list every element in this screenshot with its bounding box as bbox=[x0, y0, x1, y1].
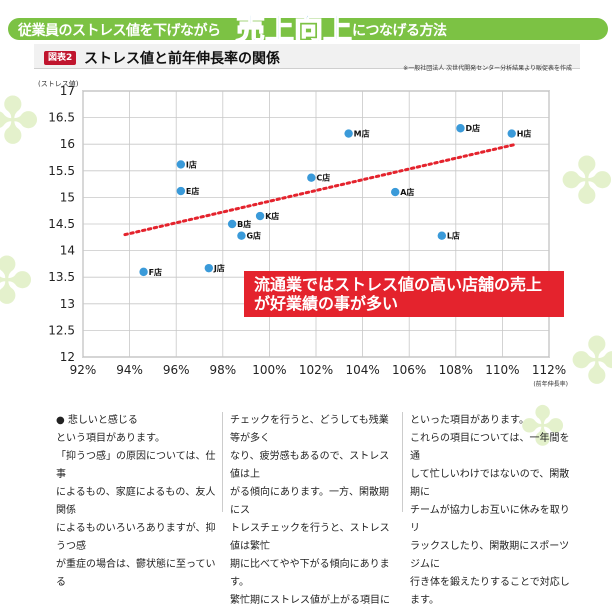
column-divider bbox=[402, 412, 403, 512]
body-text-line: が重症の場合は、鬱状態に至っている bbox=[56, 559, 216, 588]
banner-lead-text: 従業員のストレス値を下げながら bbox=[18, 23, 221, 39]
y-tick-label: 15.5 bbox=[48, 164, 75, 178]
x-tick-label: 110% bbox=[485, 363, 519, 377]
body-text-line: 行き体を鍛えたりすることで対応します。 bbox=[410, 577, 570, 606]
body-text-line: がる傾向にあります。一方、閑散期にス bbox=[230, 487, 389, 516]
body-column-3: といった項目があります。これらの項目については、一年間を通 して忙しいわけではない… bbox=[410, 412, 578, 610]
x-tick-label: 98% bbox=[209, 363, 236, 377]
y-axis-label: (ストレス値) bbox=[38, 79, 79, 88]
callout-box: 流通業ではストレス値の高い店舗の売上 が好業績の事が多い bbox=[244, 271, 564, 317]
figure-title-bar bbox=[34, 44, 580, 69]
data-point bbox=[437, 231, 447, 240]
x-tick-label: 102% bbox=[299, 363, 333, 377]
x-tick-label: 100% bbox=[252, 363, 286, 377]
column-divider bbox=[222, 412, 223, 512]
data-point bbox=[139, 267, 148, 277]
callout-line-2: が好業績の事が多い bbox=[254, 294, 399, 313]
body-text-line: これらの項目については、一年間を通 bbox=[410, 433, 570, 462]
y-tick-label: 12 bbox=[60, 350, 75, 364]
body-text-line: して忙しいわけではないので、閑散期に bbox=[410, 469, 570, 498]
data-point bbox=[391, 187, 400, 197]
y-tick-label: 12.5 bbox=[48, 323, 75, 337]
banner-background bbox=[8, 18, 608, 40]
data-point-label: A店 bbox=[400, 187, 414, 197]
x-tick-label: 112% bbox=[532, 363, 566, 377]
data-point-label: H店 bbox=[517, 129, 532, 139]
data-point-label: J店 bbox=[213, 263, 225, 273]
data-point-label: D店 bbox=[465, 123, 480, 133]
data-point bbox=[176, 160, 186, 169]
body-text-line: ラックスしたり、閑散期にスポーツジムに bbox=[410, 541, 570, 570]
y-tick-label: 15 bbox=[60, 190, 75, 204]
body-text-line: といった項目があります。 bbox=[410, 415, 529, 426]
y-tick-label: 14.5 bbox=[48, 217, 75, 231]
body-text-line: なり、疲労感もあるので、ストレス値は上 bbox=[230, 451, 390, 480]
data-point bbox=[344, 129, 353, 138]
x-tick-label: 108% bbox=[439, 363, 473, 377]
x-tick-label: 96% bbox=[163, 363, 190, 377]
data-point bbox=[204, 263, 214, 273]
body-text-line: ● 悲しいと感じる bbox=[56, 415, 138, 426]
scatter-chart: 12 12.5 13 13.5 14 14.5 15 15.5 16 16.5 17 92% 94% 96… bbox=[38, 79, 568, 388]
x-tick-label: 94% bbox=[116, 363, 143, 377]
body-text-line: チームが協力しお互いに休みを取りリ bbox=[410, 505, 570, 534]
y-tick-label: 16.5 bbox=[48, 111, 75, 125]
body-text-line: 「抑うつ感」の原因については、仕事 bbox=[56, 451, 216, 480]
header-banner: 従業員のストレス値を下げながら 売上向上 につなげる方法 bbox=[0, 0, 612, 47]
x-axis-label: (前年伸長率) bbox=[533, 380, 568, 388]
data-point-label: B店 bbox=[237, 219, 251, 229]
body-column-2: チェックを行うと、どうしても残業等が多く なり、疲労感もあるので、ストレス値は上が… bbox=[230, 412, 398, 610]
data-point-label: G店 bbox=[246, 231, 261, 241]
figure-number-badge: 図表2 bbox=[44, 51, 77, 65]
data-point-label: F店 bbox=[149, 267, 162, 277]
body-column-1: ● 悲しいと感じるという項目があります。「抑うつ感」の原因については、仕事 による… bbox=[56, 412, 216, 592]
data-point bbox=[456, 124, 465, 133]
data-point-label: K店 bbox=[265, 211, 279, 221]
data-point bbox=[307, 173, 316, 182]
trend-line bbox=[123, 142, 518, 237]
data-point-label: E店 bbox=[186, 186, 199, 196]
banner-highlight-text: 売上向上 bbox=[235, 11, 353, 46]
data-point bbox=[227, 219, 237, 229]
body-text-line: チェックを行うと、どうしても残業等が多く bbox=[230, 415, 389, 444]
data-point-label: I店 bbox=[186, 159, 197, 169]
figure-title: ストレス値と前年伸長率の関係 bbox=[84, 51, 280, 67]
data-point-label: L店 bbox=[447, 231, 460, 241]
body-text-line: 繁忙期にストレス値が上がる項目に bbox=[230, 595, 390, 606]
callout-line-1: 流通業ではストレス値の高い店舗の売上 bbox=[254, 275, 543, 294]
y-tick-label: 13 bbox=[60, 297, 75, 311]
figure-source-note: ※一般社団法人 次世代開発センター分析結果より販促表を作成 bbox=[403, 65, 572, 72]
body-text-line: によるもの、家庭によるもの、友人関係 bbox=[56, 487, 216, 516]
x-tick-label: 104% bbox=[345, 363, 379, 377]
body-text-line: によるものいろいろありますが、抑うつ感 bbox=[56, 523, 216, 552]
y-tick-label: 17 bbox=[60, 84, 75, 98]
y-tick-label: 13.5 bbox=[48, 270, 75, 284]
data-point bbox=[507, 129, 516, 138]
data-point bbox=[255, 211, 265, 221]
body-text-line: トレスチェックを行うと、ストレス値は繁忙 bbox=[230, 523, 390, 552]
data-point-label: C店 bbox=[316, 173, 330, 183]
body-text-line: という項目があります。 bbox=[56, 433, 165, 444]
data-point bbox=[237, 231, 246, 240]
x-tick-label: 106% bbox=[392, 363, 426, 377]
body-text-line: 期に比べてやや下がる傾向にあります。 bbox=[230, 559, 390, 588]
y-tick-label: 14 bbox=[60, 244, 75, 258]
x-tick-label: 92% bbox=[70, 363, 97, 377]
y-tick-label: 16 bbox=[60, 137, 75, 151]
data-point bbox=[176, 186, 186, 196]
data-point-label: M店 bbox=[354, 129, 370, 139]
banner-trail-text: につなげる方法 bbox=[352, 23, 447, 39]
